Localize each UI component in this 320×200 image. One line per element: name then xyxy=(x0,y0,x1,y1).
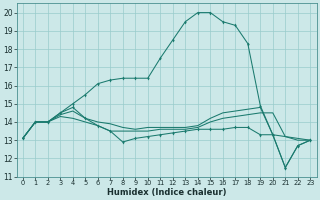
X-axis label: Humidex (Indice chaleur): Humidex (Indice chaleur) xyxy=(107,188,226,197)
